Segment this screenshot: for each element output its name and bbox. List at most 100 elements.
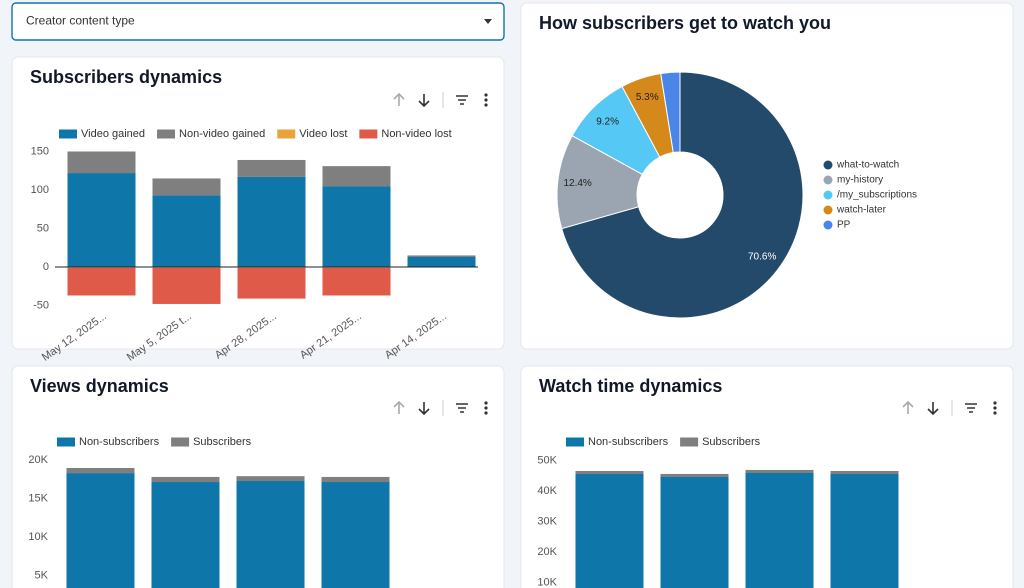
bar-segment (236, 481, 305, 588)
menu-icon[interactable] (484, 98, 488, 102)
filter-icon[interactable] (965, 403, 977, 413)
bar-segment (151, 476, 220, 483)
bar-segment (152, 195, 221, 267)
bar-segment (322, 186, 391, 267)
legend-label: PP (837, 220, 851, 231)
bar-segment (151, 482, 220, 588)
dropdown[interactable] (11, 2, 505, 41)
bar-segment (575, 474, 644, 588)
bar-segment (66, 473, 135, 588)
slice-label: 9.2% (596, 116, 619, 127)
sort-up-icon[interactable] (902, 400, 914, 414)
chart-title: Views dynamics (30, 376, 169, 396)
bar-segment (67, 173, 136, 267)
legend-label: Subscribers (702, 436, 761, 448)
legend-swatch (59, 129, 77, 139)
bar-segment (407, 255, 476, 257)
y-tick-label: 100 (31, 184, 49, 196)
legend-swatch (680, 437, 699, 447)
menu-icon[interactable] (484, 406, 488, 410)
sort-up-icon[interactable] (393, 400, 405, 414)
sort-down-icon[interactable] (418, 94, 430, 108)
bar-segment (67, 267, 136, 296)
legend-label: Non-video lost (381, 128, 451, 140)
sort-up-icon[interactable] (393, 92, 405, 106)
y-tick-label: 5K (35, 569, 49, 581)
menu-icon[interactable] (484, 93, 488, 97)
y-tick-label: 50K (537, 454, 557, 466)
legend-swatch (566, 437, 584, 447)
y-tick-label: 10K (28, 531, 48, 543)
legend-label: Video lost (299, 128, 347, 140)
bar-segment (322, 267, 391, 296)
bar-segment (236, 476, 305, 482)
bar-segment (321, 476, 390, 483)
menu-icon[interactable] (484, 411, 488, 415)
bar-segment (66, 468, 135, 474)
pie-slice (561, 71, 804, 319)
filter-icon[interactable] (456, 95, 468, 105)
slice-label: 12.4% (563, 178, 591, 189)
y-tick-label: 150 (31, 145, 49, 157)
legend-swatch (823, 175, 833, 185)
legend-swatch (359, 129, 378, 139)
legend-swatch (57, 437, 75, 447)
y-tick-label: 20K (28, 454, 48, 466)
bar-segment (152, 267, 221, 304)
legend-swatch (277, 129, 296, 139)
legend-label: Non-subscribers (79, 436, 160, 448)
bar-segment (322, 166, 391, 187)
legend-label: what-to-watch (836, 160, 899, 171)
legend-label: Non-video gained (179, 128, 265, 140)
legend-swatch (157, 129, 176, 139)
legend-swatch (823, 190, 833, 200)
bar-segment (660, 473, 729, 478)
legend-swatch (823, 160, 833, 170)
y-tick-label: 50 (37, 222, 49, 234)
bar-segment (237, 267, 306, 299)
chart-title: How subscribers get to watch you (539, 13, 831, 33)
slice-label: 70.6% (748, 252, 776, 263)
sort-down-icon[interactable] (418, 402, 430, 416)
legend-label: /my_subscriptions (837, 190, 917, 201)
chart-title: Watch time dynamics (539, 376, 722, 396)
y-tick-label: 0 (43, 261, 49, 273)
bar-segment (152, 178, 221, 196)
bar-segment (830, 470, 899, 475)
dropdown-caret (484, 19, 492, 24)
y-tick-label: -50 (33, 299, 49, 311)
menu-icon[interactable] (484, 103, 488, 107)
menu-icon[interactable] (993, 406, 997, 410)
bar-segment (745, 473, 814, 588)
slice-label: 5.3% (636, 92, 659, 103)
menu-icon[interactable] (993, 401, 997, 405)
legend-label: my-history (837, 175, 883, 186)
legend-swatch (171, 437, 190, 447)
y-tick-label: 30K (537, 515, 557, 527)
sort-down-icon[interactable] (927, 402, 939, 416)
y-tick-label: 10K (537, 576, 557, 588)
pie-slice (660, 71, 681, 154)
legend-label: Non-subscribers (588, 436, 669, 448)
legend-label: Video gained (81, 128, 145, 140)
bar-segment (407, 256, 476, 267)
bar-segment (67, 151, 136, 174)
menu-icon[interactable] (993, 411, 997, 415)
bar-segment (575, 470, 644, 475)
bar-segment (321, 482, 390, 588)
filter-icon[interactable] (456, 403, 468, 413)
bar-segment (237, 176, 306, 267)
legend-label: watch-later (836, 205, 887, 216)
bar-segment (660, 477, 729, 588)
y-tick-label: 40K (537, 485, 557, 497)
bar-segment (830, 474, 899, 588)
menu-icon[interactable] (484, 401, 488, 405)
bar-segment (745, 469, 814, 474)
legend-swatch (823, 205, 833, 215)
dropdown-label: Creator content type (26, 14, 135, 28)
y-tick-label: 20K (537, 546, 557, 558)
legend-swatch (823, 220, 833, 230)
y-tick-label: 15K (28, 492, 48, 504)
